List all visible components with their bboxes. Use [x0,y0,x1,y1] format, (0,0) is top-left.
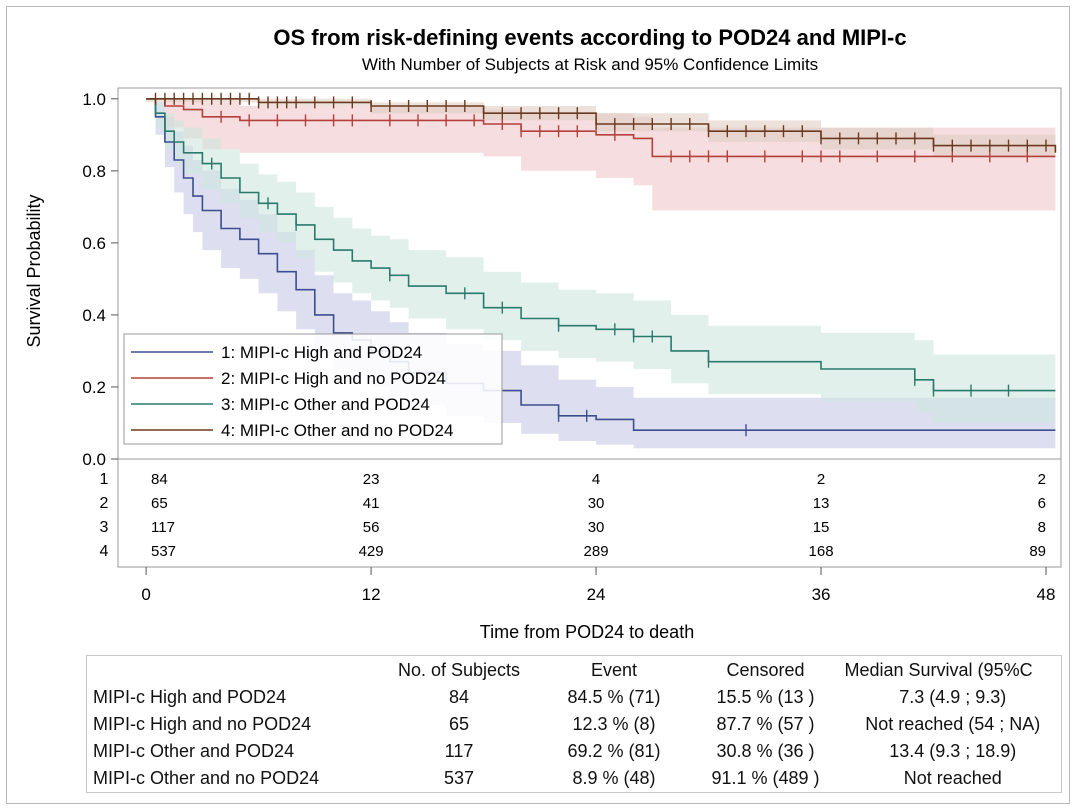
at-risk-count: 23 [363,471,380,488]
legend: 1: MIPI-c High and POD24 2: MIPI-c High a… [123,333,503,445]
at-risk-count: 41 [363,495,380,512]
summary-row: MIPI-c Other and POD24 117 69.2 % (81) 30.8… [87,738,1062,765]
y-tick-label: 0.2 [82,378,106,397]
summary-group-label: MIPI-c Other and no POD24 [93,768,320,788]
at-risk-row-label: 4 [100,543,109,560]
at-risk-count: 2 [817,471,825,488]
chart-title: OS from risk-defining events according t… [273,25,906,50]
at-risk-row-label: 1 [100,471,109,488]
figure-frame [6,6,1070,804]
legend-label: 3: MIPI-c Other and POD24 [221,395,430,414]
summary-cell: 7.3 (4.9 ; 9.3) [899,687,1007,707]
at-risk-count: 13 [813,495,830,512]
summary-row: MIPI-c Other and no POD24 537 8.9 % (48) 91… [87,765,1062,793]
legend-label: 2: MIPI-c High and no POD24 [221,369,446,388]
summary-header-cell: Median Survival (95%C [844,659,1033,680]
ci-band-series-3 [146,98,1056,424]
at-risk-count: 537 [151,543,176,560]
summary-header-cell: No. of Subjects [397,659,521,680]
x-axis-label: Time from POD24 to death [480,622,694,642]
at-risk-count: 30 [588,519,605,536]
summary-cell: 84.5 % (71) [567,687,661,707]
at-risk-count: 289 [584,543,609,560]
x-tick-label: 12 [362,585,381,604]
y-tick-label: 0.8 [82,162,106,181]
summary-header-cell [87,656,377,685]
at-risk-area-border [117,458,1062,568]
at-risk-row-label: 3 [100,519,109,536]
summary-row: MIPI-c High and no POD24 65 12.3 % (8) 87.7… [87,711,1062,738]
at-risk-count: 65 [151,495,168,512]
x-tick-label: 48 [1037,585,1056,604]
at-risk-row-label: 2 [100,495,109,512]
summary-cell: 8.9 % (48) [572,768,656,788]
y-axis-label: Survival Probability [24,194,44,347]
at-risk-count: 56 [363,519,380,536]
summary-header-row: No. of Subjects Event Censored Median Survi… [87,656,1062,685]
survival-curve-series-2 [146,98,1056,158]
summary-group-label: MIPI-c High and POD24 [93,687,287,707]
summary-table: No. of Subjects Event Censored Median Survi… [86,655,1062,793]
summary-row: MIPI-c High and POD24 84 84.5 % (71) 15.5 %… [87,684,1062,711]
summary-cell: 69.2 % (81) [567,741,661,761]
summary-cell: Not reached (54 ; NA) [865,714,1041,734]
summary-group-label: MIPI-c Other and POD24 [93,741,295,761]
x-tick-label: 0 [141,585,150,604]
x-tick-label: 36 [812,585,831,604]
summary-header-cell: Event [590,659,638,680]
summary-cell: 87.7 % (57 ) [716,714,815,734]
at-risk-count: 30 [588,495,605,512]
x-axis-ticks: 0 12 24 36 48 [141,567,1055,604]
at-risk-table: 1 84 23 4 2 22 65 41 30 13 63 117 56 30 15 84 537 429 289 1… [100,471,1046,560]
summary-cell: 91.1 % (489 ) [711,768,820,788]
summary-cell: 15.5 % (13 ) [716,687,815,707]
at-risk-count: 168 [809,543,834,560]
legend-label: 4: MIPI-c Other and no POD24 [221,421,453,440]
summary-cell: 13.4 (9.3 ; 18.9) [889,741,1017,761]
at-risk-count: 117 [151,519,175,536]
km-chart: OS from risk-defining events according t… [24,25,1062,642]
summary-cell: 12.3 % (8) [572,714,656,734]
y-tick-label: 0.0 [82,450,106,469]
at-risk-count: 89 [1029,543,1046,560]
legend-label: 1: MIPI-c High and POD24 [221,343,422,362]
summary-cell: 30.8 % (36 ) [716,741,815,761]
summary-group-label: MIPI-c High and no POD24 [93,714,312,734]
summary-cell: Not reached [903,768,1002,788]
summary-cell: 84 [448,687,470,707]
ci-band-series-2 [146,98,1056,211]
at-risk-count: 84 [151,471,168,488]
ci-band-series-4 [146,98,1056,164]
y-axis-ticks: 0.0 0.2 0.4 0.6 0.8 1.0 [82,90,118,469]
censor-marks [154,92,1047,437]
at-risk-count: 8 [1038,519,1046,536]
at-risk-count: 429 [359,543,384,560]
summary-header-cell: Censored [726,659,805,680]
at-risk-count: 4 [592,471,600,488]
y-tick-label: 0.4 [82,306,106,325]
y-tick-label: 0.6 [82,234,106,253]
x-tick-label: 24 [587,585,606,604]
at-risk-count: 6 [1038,495,1046,512]
chart-subtitle: With Number of Subjects at Risk and 95% … [362,55,818,74]
y-tick-label: 1.0 [82,90,106,109]
survival-curve-series-3 [146,98,1056,392]
at-risk-count: 2 [1038,471,1046,488]
summary-cell: 65 [448,714,470,734]
at-risk-count: 15 [813,519,830,536]
summary-cell: 537 [443,768,475,788]
summary-cell: 117 [444,741,474,761]
